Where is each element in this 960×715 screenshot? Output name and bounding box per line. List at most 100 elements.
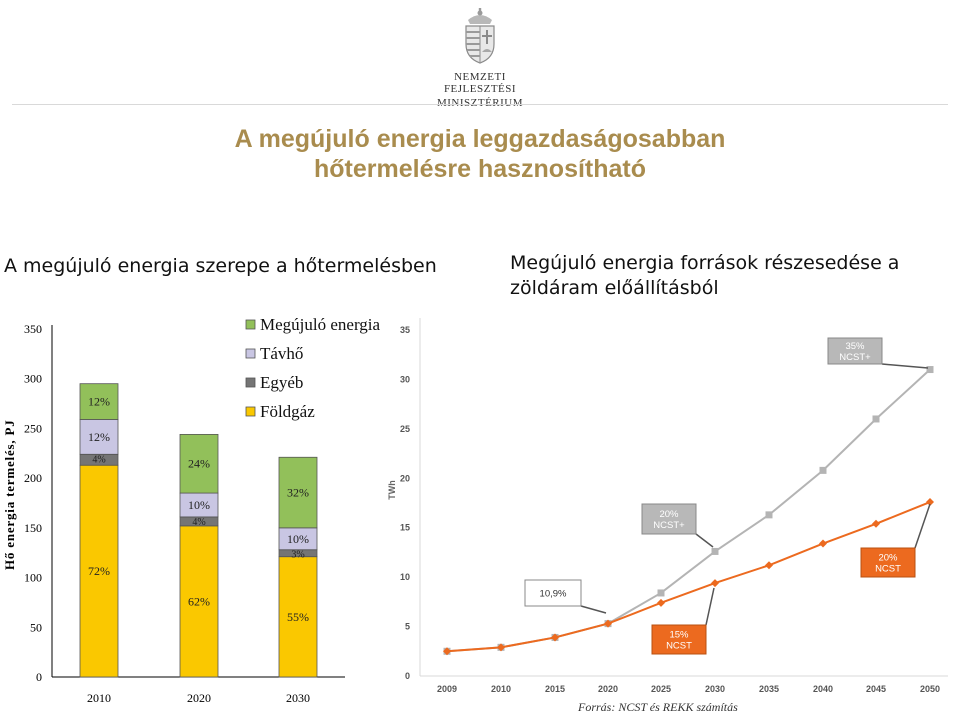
legend: Megújuló energia Távhő Egyéb Földgáz	[245, 315, 381, 421]
legend-swatch	[245, 406, 256, 417]
data-label: 3%	[291, 550, 304, 561]
coat-of-arms-icon	[465, 8, 495, 64]
x-tick-label: 2015	[545, 684, 565, 694]
x-tick-label: 2035	[759, 684, 779, 694]
data-point	[551, 633, 559, 642]
bar-segment	[79, 383, 119, 420]
data-point	[443, 647, 451, 656]
x-tick-label: 2020	[598, 684, 618, 694]
x-tick-label: 2010	[491, 684, 511, 694]
legend-label: Földgáz	[260, 402, 315, 421]
stacked-bars: 72% 4% 12% 12% 62% 4% 10% 24% 55% 3% 10% 32%	[79, 383, 318, 678]
x-tick-label: 2030	[286, 691, 310, 705]
callout-box	[651, 624, 707, 655]
x-tick-label: 2040	[813, 684, 833, 694]
ministry-name-line2: Minisztérium	[436, 97, 524, 109]
data-point	[657, 598, 665, 607]
bar-segment	[278, 556, 318, 678]
callout-text: NCST	[875, 564, 901, 575]
data-point	[657, 589, 665, 597]
y-tick-labels: 0 5 10 15 20 25 30 35	[400, 325, 410, 681]
x-tick-label: 2010	[87, 691, 111, 705]
legend-label: Megújuló energia	[260, 315, 381, 334]
x-tick-label: 2045	[866, 684, 886, 694]
data-label: 10%	[188, 498, 210, 512]
y-tick-label: 0	[405, 671, 410, 681]
data-point	[711, 579, 719, 588]
data-point	[819, 539, 827, 548]
legend-swatch	[245, 377, 256, 388]
bar-segment	[79, 419, 119, 455]
callout-leader	[705, 587, 715, 626]
y-tick-label: 50	[30, 620, 42, 634]
y-tick-label: 20	[400, 473, 410, 483]
bar-segment	[179, 433, 219, 494]
callout-leader	[914, 503, 931, 549]
y-tick-label: 10	[400, 572, 410, 582]
callout-text: NCST+	[839, 352, 871, 363]
bar-segment	[278, 456, 318, 529]
callout-leader	[580, 605, 607, 614]
y-tick-label: 100	[24, 571, 42, 585]
data-label: 12%	[88, 395, 110, 409]
x-tick-label: 2050	[920, 684, 940, 694]
series-line	[446, 501, 931, 653]
data-point	[711, 547, 719, 555]
data-label: 4%	[92, 454, 105, 465]
callout-text: 15%	[669, 630, 689, 641]
y-tick-label: 200	[24, 471, 42, 485]
callout-box	[641, 503, 697, 535]
data-label: 10%	[287, 532, 309, 546]
y-tick-label: 0	[36, 670, 42, 684]
heat-production-chart: Hő energia termelés, PJ 0 50 100 150 200 250 3…	[2, 315, 381, 705]
left-subtitle: A megújuló energia szerepe a hőtermelésb…	[4, 255, 437, 277]
ministry-logo: Nemzeti Fejlesztési Minisztérium	[420, 8, 540, 109]
x-tick-label: 2025	[651, 684, 671, 694]
right-subtitle: Megújuló energia források részesedése a …	[510, 252, 900, 299]
data-point	[872, 519, 880, 528]
y-tick-label: 35	[400, 325, 410, 335]
y-axis-label: TWh	[387, 480, 397, 500]
data-label: 55%	[287, 610, 309, 624]
data-point	[872, 415, 880, 423]
data-point	[765, 561, 773, 570]
callout-leader	[881, 363, 929, 369]
data-label: 62%	[188, 594, 210, 608]
page-title: A megújuló energia leggazdaságosabban hő…	[0, 124, 960, 184]
page-title-line1: A megújuló energia leggazdaságosabban	[234, 125, 726, 153]
y-tick-label: 150	[24, 521, 42, 535]
y-tick-label: 30	[400, 374, 410, 384]
legend-swatch	[245, 319, 256, 330]
callout-text: NCST	[666, 641, 692, 652]
x-tick-label: 2020	[187, 691, 211, 705]
y-tick-label: 5	[405, 622, 410, 632]
data-point	[765, 511, 773, 519]
legend-label: Távhő	[260, 344, 303, 363]
y-tick-label: 350	[24, 322, 42, 336]
data-point	[926, 498, 934, 507]
y-tick-label: 25	[400, 424, 410, 434]
data-label: 12%	[88, 430, 110, 444]
source-note: Forrás: NCST és REKK számítás	[577, 700, 738, 714]
legend-swatch	[245, 348, 256, 359]
callout-text: 20%	[878, 553, 898, 564]
data-point	[604, 619, 612, 628]
data-label: 32%	[287, 486, 309, 500]
header-divider	[12, 104, 948, 105]
callout-box	[827, 337, 883, 365]
callout-leader	[695, 533, 714, 548]
bar-segment	[79, 464, 119, 678]
callout-text: NCST+	[653, 520, 685, 531]
callout-box	[860, 547, 916, 578]
x-tick-label: 2009	[437, 684, 457, 694]
page-title-line2: hőtermelésre hasznosítható	[313, 155, 647, 183]
callout-text: 20%	[659, 509, 679, 520]
data-label: 72%	[88, 564, 110, 578]
callout-text: 10,9%	[540, 589, 567, 600]
data-point	[926, 366, 934, 374]
y-tick-label: 15	[400, 523, 410, 533]
ministry-name-line1: Nemzeti Fejlesztési	[443, 71, 517, 95]
bar-segment	[179, 525, 219, 678]
x-tick-labels: 2010 2020 2030	[87, 691, 310, 705]
